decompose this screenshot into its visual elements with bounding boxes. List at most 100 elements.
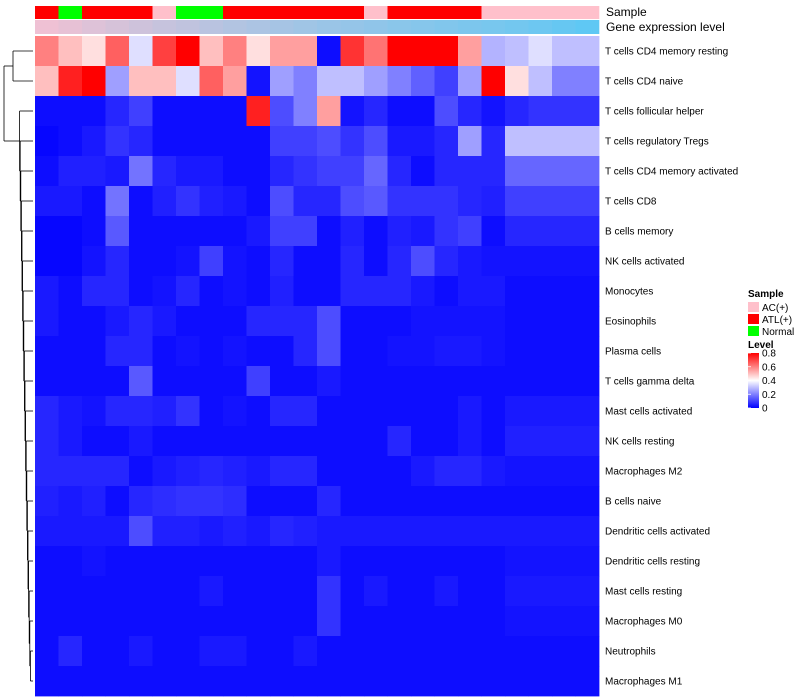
level-colorbar [748, 353, 759, 408]
heatmap-cell [411, 186, 435, 217]
heatmap-cell [129, 96, 153, 127]
heatmap-cell [481, 186, 506, 217]
heatmap-cell [505, 516, 529, 547]
row-label: B cells memory [605, 227, 673, 238]
heatmap-cell [270, 336, 294, 367]
heatmap-cell [82, 246, 106, 277]
heatmap-cell [152, 396, 177, 427]
heatmap-cell [58, 636, 83, 667]
heatmap-cell [199, 516, 224, 547]
heatmap-cell [270, 516, 294, 547]
heatmap-cell [411, 156, 435, 187]
expression-annotation-cell [575, 20, 600, 34]
heatmap-cell [364, 276, 388, 307]
heatmap-cell [270, 666, 294, 697]
heatmap-cell [340, 366, 365, 397]
heatmap-cell [152, 636, 177, 667]
heatmap-cell [152, 336, 177, 367]
heatmap-cell [317, 216, 341, 247]
heatmap-cell [270, 396, 294, 427]
heatmap-cell [434, 366, 459, 397]
row-label: Mast cells resting [605, 587, 682, 598]
heatmap-cell [35, 606, 59, 637]
heatmap-cell [105, 666, 130, 697]
heatmap-cell [176, 636, 200, 667]
heatmap-cell [223, 486, 247, 517]
heatmap-cell [199, 126, 224, 157]
sample-annotation-cell [35, 6, 59, 19]
expression-annotation-cell [411, 20, 435, 34]
row-label: T cells CD8 [605, 197, 657, 208]
level-tick-label: 0.6 [762, 362, 776, 373]
heatmap-cells [35, 36, 600, 697]
heatmap-cell [387, 126, 412, 157]
heatmap-cell [458, 126, 482, 157]
heatmap-cell [246, 156, 271, 187]
sample-annotation-cell [152, 6, 177, 19]
expression-annotation-cell [552, 20, 576, 34]
heatmap-cell [458, 156, 482, 187]
heatmap-cell [364, 156, 388, 187]
row-label: NK cells resting [605, 437, 674, 448]
heatmap-cell [82, 456, 106, 487]
heatmap-cell [270, 216, 294, 247]
heatmap-cell [105, 576, 130, 607]
heatmap-cell [387, 486, 412, 517]
heatmap-cell [35, 126, 59, 157]
heatmap-cell [434, 36, 459, 67]
heatmap-cell [552, 246, 576, 277]
expression-annotation-cell [481, 20, 506, 34]
expression-annotation-cell [152, 20, 177, 34]
heatmap-cell [481, 486, 506, 517]
expression-annotation-cell [293, 20, 318, 34]
heatmap-cell [411, 396, 435, 427]
heatmap-cell [129, 126, 153, 157]
legend: Sample AC(+)ATL(+)Normal Level 0.8 0.6 0.4… [748, 289, 794, 415]
heatmap-cell [199, 486, 224, 517]
heatmap-cell [575, 306, 600, 337]
heatmap-cell [35, 336, 59, 367]
heatmap-cell [58, 216, 83, 247]
heatmap-cell [152, 156, 177, 187]
heatmap-cell [58, 336, 83, 367]
sample-legend-label: ATL(+) [762, 315, 792, 326]
heatmap-cell [270, 156, 294, 187]
heatmap-cell [552, 456, 576, 487]
heatmap-cell [552, 636, 576, 667]
heatmap-cell [293, 636, 318, 667]
sample-legend-title: Sample [748, 289, 784, 300]
heatmap-cell [387, 66, 412, 97]
heatmap-cell [58, 306, 83, 337]
heatmap-cell [199, 66, 224, 97]
row-labels: T cells CD4 memory resting T cells CD4 na… [605, 47, 738, 688]
heatmap-cell [528, 516, 553, 547]
heatmap-cell [434, 666, 459, 697]
heatmap-cell [317, 666, 341, 697]
heatmap-cell [293, 246, 318, 277]
heatmap-cell [481, 246, 506, 277]
heatmap-cell [82, 306, 106, 337]
heatmap-cell [35, 576, 59, 607]
heatmap-cell [552, 396, 576, 427]
heatmap-cell [364, 636, 388, 667]
heatmap-cell [176, 156, 200, 187]
expression-annotation-cell [176, 20, 200, 34]
heatmap-cell [293, 366, 318, 397]
heatmap-cell [434, 396, 459, 427]
heatmap-cell [129, 576, 153, 607]
heatmap-cell [458, 96, 482, 127]
heatmap-cell [340, 636, 365, 667]
heatmap-cell [364, 576, 388, 607]
heatmap-cell [35, 36, 59, 67]
heatmap-cell [481, 216, 506, 247]
heatmap-cell [505, 426, 529, 457]
expression-annotation-cell [105, 20, 130, 34]
heatmap-cell [199, 396, 224, 427]
heatmap-cell [387, 516, 412, 547]
heatmap-cell [199, 336, 224, 367]
heatmap-cell [481, 576, 506, 607]
heatmap-cell [575, 576, 600, 607]
expression-annotation-cell [528, 20, 553, 34]
heatmap-cell [82, 186, 106, 217]
heatmap-cell [199, 216, 224, 247]
